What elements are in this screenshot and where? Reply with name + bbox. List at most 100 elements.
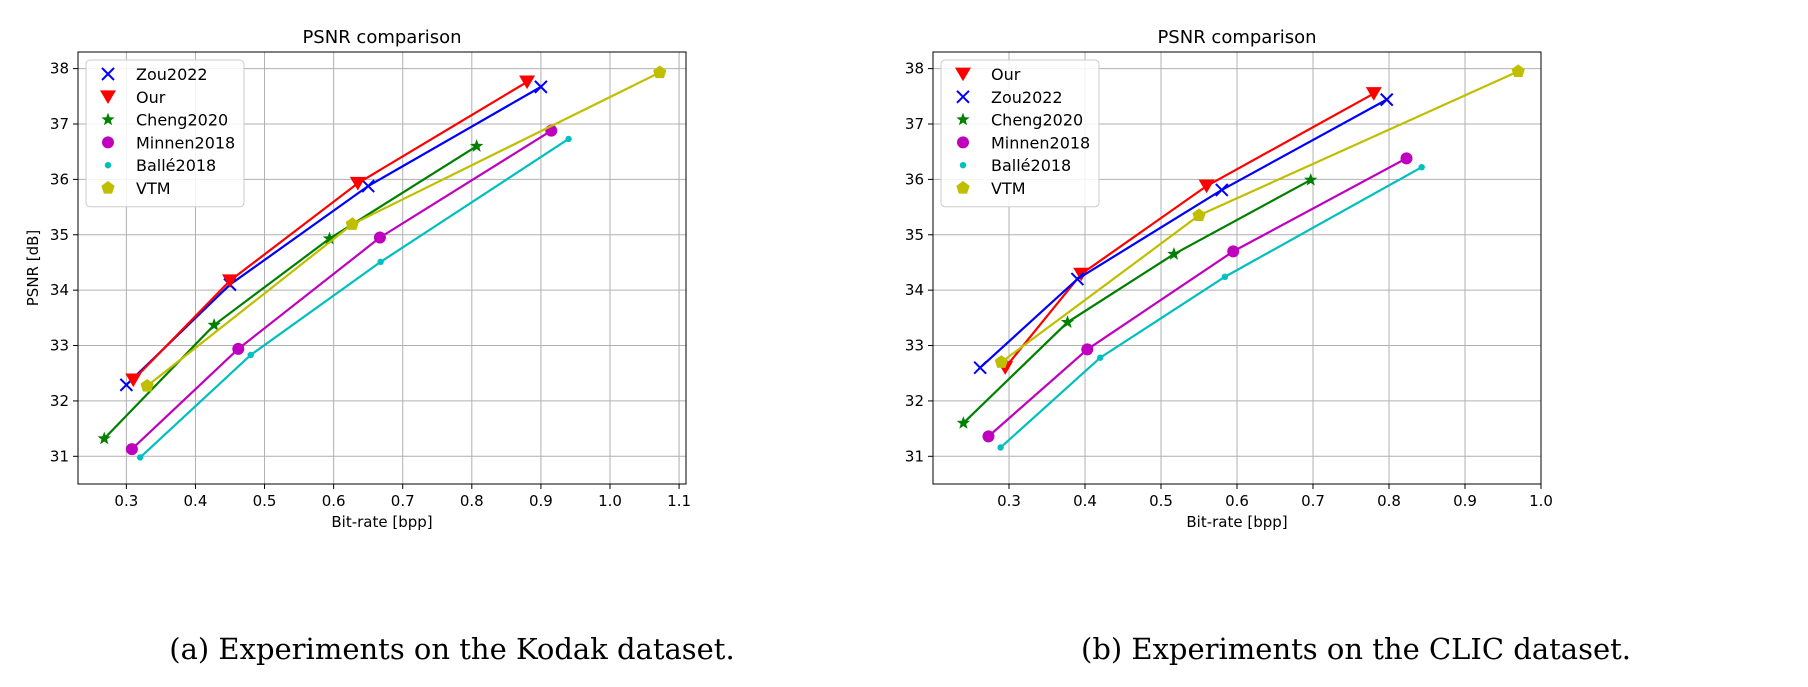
legend-label-balle-2018: Ballé2018	[136, 156, 216, 175]
legend-marker-minnen2018	[957, 136, 969, 149]
legend-marker-our	[100, 90, 116, 104]
kodak-panel: 0.3 0.4 0.5 0.6 0.7 0.8 0.9 1.0 1.1 31 32 33 34 35 36 3…	[24, 27, 735, 666]
series-our	[125, 75, 536, 388]
point-minnen2018	[232, 342, 245, 355]
x-tick-label: 1.0	[1529, 492, 1553, 510]
legend-label-cheng2020: Cheng2020	[991, 111, 1083, 130]
x-tick-label: 0.5	[1149, 492, 1173, 510]
series-line-cheng2020	[103, 145, 478, 440]
legend-box	[85, 59, 245, 208]
point-balle-2018	[1418, 164, 1425, 171]
legend-marker-cheng2020	[956, 112, 970, 126]
point-cheng2020	[1304, 172, 1318, 186]
x-tick-label: 0.5	[253, 492, 277, 510]
point-balle-2018	[377, 258, 384, 266]
plot-frame	[77, 51, 687, 485]
legend: Our Zou2022 Cheng2020 Minnen2018 Ballé2018 VT…	[940, 59, 1100, 208]
series-line-minnen2018	[131, 129, 552, 450]
y-tick-label: 33	[905, 337, 924, 355]
series-line-our	[1004, 92, 1375, 369]
x-tick-label: 0.4	[184, 492, 208, 510]
point-cheng2020	[207, 318, 221, 331]
y-tick-label: 31	[905, 447, 924, 465]
point-our	[222, 274, 238, 288]
point-vtm	[1511, 64, 1525, 78]
y-tick-label: 34	[905, 281, 924, 299]
legend-marker-vtm	[956, 181, 970, 194]
series-balle-2018	[997, 164, 1425, 451]
legend-marker-vtm	[101, 181, 115, 194]
y-tick-label: 35	[905, 226, 924, 244]
legend-marker-balle-2018	[104, 162, 112, 169]
point-minnen2018	[1227, 245, 1240, 258]
point-vtm	[994, 355, 1009, 368]
series-minnen2018	[982, 152, 1413, 443]
x-tick-label: 0.7	[391, 492, 415, 510]
legend-marker-zou2022	[101, 67, 115, 81]
y-tick-label: 37	[50, 115, 69, 133]
point-minnen2018	[1081, 343, 1094, 356]
legend-label-our: Our	[991, 65, 1021, 84]
series-vtm	[140, 65, 667, 392]
y-tick-label: 35	[50, 226, 69, 244]
point-our	[125, 373, 142, 388]
y-tick-label: 36	[50, 170, 69, 188]
series-line-cheng2020	[962, 178, 1312, 424]
point-vtm	[1192, 208, 1206, 222]
point-zou2022	[1070, 272, 1085, 286]
series-line-our	[132, 80, 528, 381]
point-cheng2020	[1060, 315, 1075, 328]
clic-caption: (b) Experiments on the CLIC dataset.	[1081, 632, 1631, 666]
point-zou2022	[361, 179, 375, 193]
point-minnen2018	[1400, 152, 1413, 165]
series-zou2022	[973, 92, 1394, 375]
point-cheng2020	[97, 431, 111, 445]
point-balle-2018	[997, 444, 1004, 451]
x-axis-label: Bit-rate [bpp]	[1186, 513, 1287, 531]
series-minnen2018	[125, 124, 558, 456]
point-cheng2020	[470, 139, 484, 152]
x-tick-label: 0.9	[529, 492, 553, 510]
x-tick-label: 0.3	[114, 492, 138, 510]
legend-label-vtm: VTM	[136, 179, 171, 198]
series-line-minnen2018	[987, 157, 1408, 438]
legend-label-cheng2020: Cheng2020	[136, 111, 228, 130]
legend-label-minnen2018: Minnen2018	[991, 133, 1090, 152]
x-tick-label: 0.6	[1225, 492, 1249, 510]
legend-label-zou2022: Zou2022	[136, 65, 208, 84]
y-tick-label: 37	[905, 115, 924, 133]
series-line-zou2022	[979, 98, 1388, 369]
y-axis-label: PSNR [dB]	[24, 230, 42, 307]
chart-title: PSNR comparison	[1157, 27, 1316, 48]
kodak-caption: (a) Experiments on the Kodak dataset.	[169, 632, 735, 666]
point-our	[1365, 87, 1382, 101]
plot-frame	[932, 51, 1542, 485]
point-zou2022	[534, 80, 548, 94]
x-tick-label: 0.9	[1453, 492, 1477, 510]
series-vtm	[994, 64, 1525, 368]
x-axis-label: Bit-rate [bpp]	[331, 513, 432, 531]
x-tick-label: 1.0	[598, 492, 622, 510]
x-tick-label: 0.3	[997, 492, 1021, 510]
clic-chart: 0.3 0.4 0.5 0.6 0.7 0.8 0.9 1.0 31 32 33 34 35 36 37 38…	[905, 27, 1553, 531]
legend-marker-balle-2018	[959, 162, 967, 169]
point-balle-2018	[1221, 273, 1229, 281]
y-tick-label: 32	[50, 392, 69, 410]
point-balle-2018	[247, 351, 254, 359]
kodak-chart: 0.3 0.4 0.5 0.6 0.7 0.8 0.9 1.0 1.1 31 32 33 34 35 36 3…	[24, 27, 691, 531]
series-cheng2020	[956, 172, 1318, 429]
legend-box	[940, 59, 1100, 208]
x-tick-label: 0.4	[1073, 492, 1097, 510]
legend: Zou2022 Our Cheng2020 Minnen2018 Ballé2018 VT…	[85, 59, 245, 208]
chart-title: PSNR comparison	[302, 27, 461, 48]
point-cheng2020	[322, 231, 337, 245]
point-balle-2018	[1097, 354, 1104, 361]
point-minnen2018	[982, 430, 995, 443]
point-vtm	[345, 217, 359, 230]
point-balle-2018	[565, 135, 572, 143]
legend-marker-zou2022	[956, 90, 970, 104]
point-zou2022	[1380, 92, 1394, 107]
legend-label-our: Our	[136, 88, 166, 107]
point-our	[349, 176, 366, 191]
series-cheng2020	[97, 139, 484, 445]
